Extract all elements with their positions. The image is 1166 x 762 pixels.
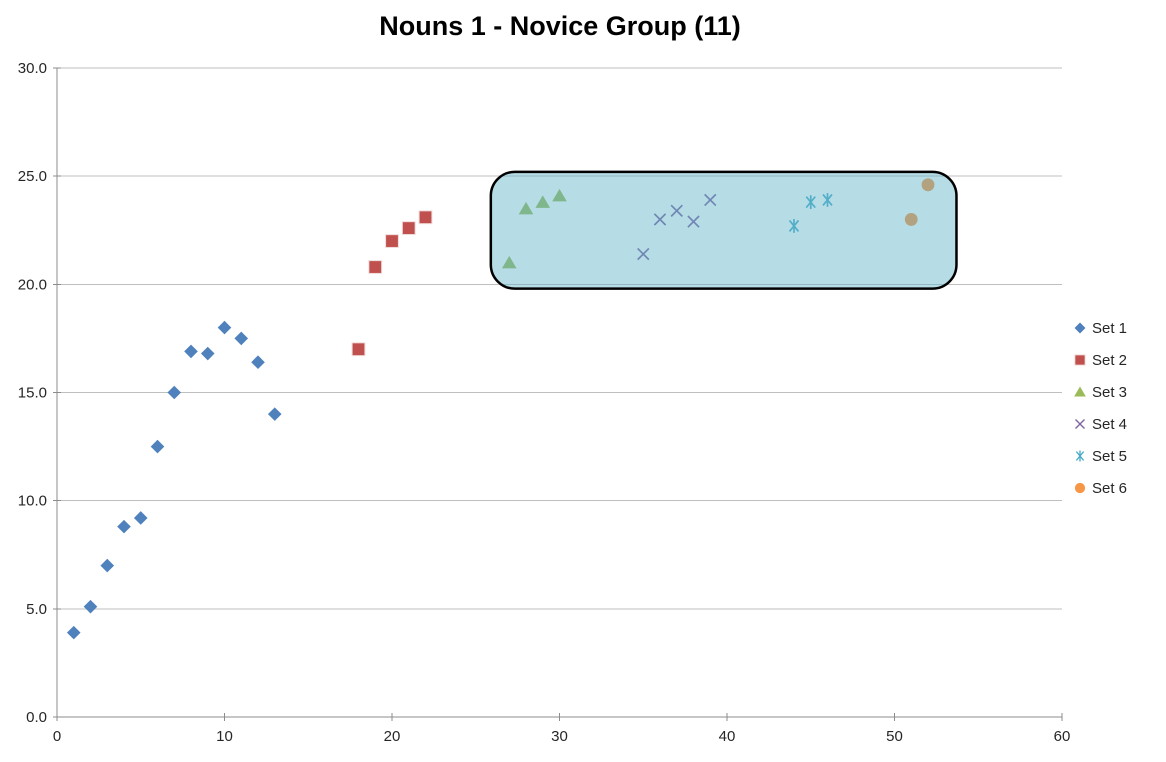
highlight-box: [489, 170, 958, 290]
asterisk-marker: [788, 219, 800, 232]
legend-item-set-2: Set 2: [1072, 349, 1127, 371]
x-marker: [1075, 419, 1085, 429]
y-tick-label: 10.0: [18, 493, 47, 510]
legend-label: Set 4: [1092, 415, 1128, 433]
legend-label: Set 5: [1092, 447, 1128, 465]
legend-label: Set 2: [1092, 351, 1128, 369]
series-set-3: [501, 188, 567, 269]
triangle-marker: [501, 255, 517, 269]
square-marker: [385, 234, 399, 248]
triangle-marker: [1074, 386, 1086, 397]
x-marker: [637, 247, 650, 261]
triangle-legend-icon: [1074, 386, 1086, 397]
legend: Set 1 Set 2 Set 3 Set 4 Set 5 Set 6: [1072, 317, 1127, 499]
diamond-marker: [184, 344, 198, 359]
diamond-marker: [100, 558, 115, 573]
diamond-marker: [150, 439, 165, 454]
diamond-marker: [133, 511, 148, 525]
legend-label: Set 6: [1092, 479, 1128, 497]
legend-label: Set 3: [1092, 383, 1128, 401]
x-marker: [687, 215, 700, 228]
series-set-4: [637, 193, 717, 261]
diamond-marker: [217, 320, 232, 335]
y-tick-label: 30.0: [18, 60, 47, 77]
x-tick-label: 30: [551, 728, 568, 745]
y-tick-label: 20.0: [18, 276, 47, 293]
x-tick-label: 10: [216, 728, 233, 745]
square-marker: [401, 221, 416, 235]
series-set-2: [351, 210, 433, 357]
square-marker: [418, 210, 433, 225]
square-marker: [351, 342, 366, 357]
circle-marker: [904, 213, 918, 226]
series-set-1: [66, 320, 282, 640]
legend-item-set-4: Set 4: [1072, 413, 1127, 435]
diamond-marker: [267, 407, 282, 421]
triangle-marker: [552, 188, 567, 202]
diamond-marker: [1074, 322, 1086, 334]
y-tick-label: 25.0: [18, 168, 47, 185]
asterisk-legend-icon: [1075, 450, 1085, 462]
x-tick-label: 60: [1054, 728, 1071, 745]
chart-title: Nouns 1 - Novice Group (11): [379, 11, 741, 41]
y-tick-label: 15.0: [18, 385, 47, 402]
x-tick-label: 0: [53, 728, 61, 745]
y-tick-label: 0.0: [26, 709, 47, 726]
series-set-6: [904, 178, 935, 226]
legend-item-set-6: Set 6: [1072, 477, 1127, 499]
x-tick-label: 20: [384, 728, 401, 745]
x-marker: [653, 213, 667, 226]
square-marker: [1074, 354, 1086, 366]
asterisk-marker: [1075, 451, 1085, 461]
x-marker: [670, 204, 683, 217]
diamond-marker: [66, 625, 81, 640]
asterisk-marker: [822, 193, 833, 207]
diamond-marker: [251, 355, 265, 370]
legend-label: Set 1: [1092, 319, 1128, 337]
x-legend-icon: [1075, 419, 1085, 429]
diamond-marker: [200, 346, 215, 361]
legend-item-set-5: Set 5: [1072, 445, 1127, 467]
diamond-marker: [167, 385, 182, 400]
circle-legend-icon: [1074, 482, 1086, 494]
triangle-marker: [535, 195, 551, 208]
asterisk-marker: [805, 196, 816, 209]
triangle-marker: [518, 201, 534, 215]
circle-marker: [1074, 482, 1086, 494]
x-marker: [704, 193, 717, 207]
legend-item-set-1: Set 1: [1072, 317, 1127, 339]
legend-item-set-3: Set 3: [1072, 381, 1127, 403]
diamond-marker: [234, 331, 249, 346]
series-set-5: [788, 193, 833, 233]
x-tick-label: 50: [886, 728, 903, 745]
y-tick-label: 5.0: [26, 601, 47, 618]
square-marker: [368, 260, 383, 274]
circle-marker: [921, 178, 935, 192]
diamond-marker: [117, 519, 131, 534]
square-legend-icon: [1074, 354, 1086, 366]
diamond-legend-icon: [1074, 322, 1086, 334]
x-tick-label: 40: [719, 728, 736, 745]
diamond-marker: [83, 599, 98, 614]
